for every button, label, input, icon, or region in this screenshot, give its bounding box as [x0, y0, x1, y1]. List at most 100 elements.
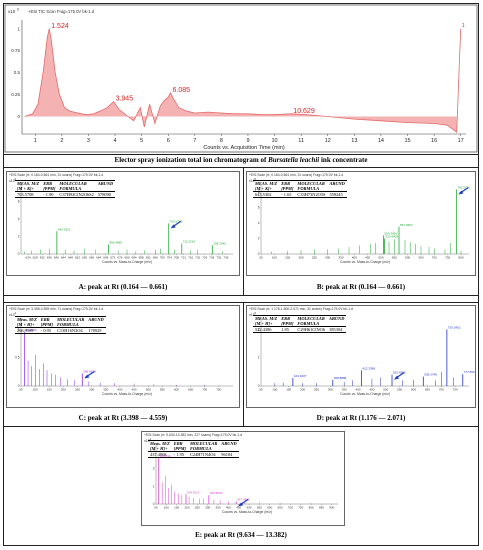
x-tick-label: 100 — [272, 256, 277, 260]
table-cell: [M + K]+ — [15, 186, 42, 192]
column-divider — [243, 302, 244, 426]
y-exponent: 5 — [255, 311, 257, 315]
peak-label: 782.5731 — [457, 185, 470, 189]
x-tick-label: 648 — [68, 256, 73, 260]
y-exponent: 6 — [15, 177, 17, 181]
table-cell: Meas. M/Z — [15, 316, 39, 322]
x-tick-label: 850 — [319, 506, 324, 510]
target-arrow-head — [238, 502, 244, 507]
x-tick-label: 300 — [89, 388, 94, 392]
tic-y-tick-label: 0.75 — [11, 48, 20, 53]
x-tick-label: 750 — [298, 506, 303, 510]
panel-b-caption: B: peak at Rt (0.164 — 0.661) — [316, 283, 406, 291]
separator — [3, 167, 479, 168]
y-multiplier: x10 — [249, 313, 255, 317]
y-exponent: 5 — [255, 177, 257, 181]
x-tick-label: 300 — [325, 256, 330, 260]
table-cell: MOLECULAR — [295, 315, 327, 321]
x-axis-label: Counts vs. Mass-to-Charge (m/z) — [340, 392, 390, 396]
x-tick-label: 100 — [272, 388, 277, 392]
table-cell: 96104 — [219, 451, 239, 458]
tic-x-tick-label: 10 — [272, 138, 278, 144]
y-multiplier: x10 — [249, 179, 255, 183]
table-cell: ABUND — [327, 180, 347, 186]
peak-label: 509.3426 — [384, 231, 397, 235]
x-tick-label: 700 — [160, 256, 165, 260]
x-tick-label: 100 — [164, 506, 169, 510]
x-tick-label: 250 — [312, 256, 317, 260]
table-cell: [PPM] — [279, 186, 296, 192]
peak-label: 308.8886 — [334, 376, 347, 380]
x-tick-label: 700 — [432, 256, 437, 260]
table-cell: MEAS. M/Z — [253, 180, 280, 186]
y-tick-label: 0.5 — [15, 356, 20, 360]
separator — [3, 426, 479, 427]
x-tick-label: 716 — [188, 256, 193, 260]
table-cell: 703.5708 — [15, 191, 42, 198]
tic-y-tick-label: 0 — [17, 114, 20, 119]
x-tick-label: 250 — [75, 388, 80, 392]
peak-label: 412.3398 — [362, 366, 375, 370]
x-tick-label: 624 — [26, 256, 31, 260]
x-tick-label: 600 — [267, 506, 272, 510]
x-tick-label: 350 — [216, 506, 221, 510]
panel-b: +ESI Scan (rt: 0.164-0.661 min, 31 scans… — [246, 171, 476, 276]
y-exponent: 4 — [150, 437, 152, 441]
tic-x-tick-label: 13 — [351, 138, 357, 144]
panel-e-caption: E: peak at Rt (9.634 — 13.382) — [195, 531, 287, 539]
x-tick-label: 200 — [185, 506, 190, 510]
x-tick-label: 200 — [300, 388, 305, 392]
tic-x-tick-label: 1 — [34, 138, 37, 144]
x-tick-label: 672 — [110, 256, 115, 260]
tic-x-tick-label: 3 — [87, 138, 90, 144]
tic-x-tick-label: 5 — [140, 138, 143, 144]
panel-header: +ESI Scan (rt: 0.164-0.661 min, 31 scans… — [249, 173, 344, 177]
tic-x-tick-label: 15 — [404, 138, 410, 144]
x-tick-label: 400 — [352, 256, 357, 260]
x-tick-label: 628 — [33, 256, 38, 260]
x-tick-label: 500 — [247, 506, 252, 510]
column-divider — [243, 167, 244, 295]
panel-d-caption: D: peak at Rt (1.176 — 2.071) — [316, 414, 406, 422]
tic-x-tick-label: 14 — [378, 138, 384, 144]
x-tick-label: 350 — [342, 388, 347, 392]
tic-x-tick-label: 6 — [167, 138, 170, 144]
x-tick-label: 636 — [47, 256, 52, 260]
panel-header: +ESI Scan (rt: 0.164-0.661 min, 31 scans… — [9, 173, 104, 177]
table-cell: FORMULA — [57, 186, 96, 192]
y-tick-label: 0 — [258, 252, 260, 256]
tic-y-tick-label: 0.5 — [14, 70, 21, 75]
table-cell: C24H71N4O4 — [187, 451, 220, 458]
y-tick-label: 1 — [153, 484, 155, 488]
x-tick-label: 640 — [54, 256, 59, 260]
table-cell: [M + H]+ — [148, 446, 172, 452]
table-cell: - 1.90 — [41, 191, 58, 198]
table-cell — [327, 186, 347, 192]
x-tick-label: 696 — [153, 256, 158, 260]
separator — [3, 295, 479, 296]
table-cell: 170929 — [86, 327, 106, 334]
x-tick-label: 300 — [328, 388, 333, 392]
x-tick-label: 450 — [365, 256, 370, 260]
y-tick-label: 0 — [18, 384, 20, 388]
y-tick-label: 2 — [18, 235, 20, 239]
x-axis-label: Counts vs. Mass-to-Charge (m/z) — [102, 260, 152, 264]
table-cell: FORMULA — [54, 322, 87, 328]
x-tick-label: 652 — [75, 256, 80, 260]
x-tick-label: 600 — [405, 256, 410, 260]
x-tick-label: 650 — [425, 388, 430, 392]
table-cell: FORMULA — [295, 186, 328, 192]
table-cell: 266.9169 — [15, 327, 39, 334]
x-tick-label: 400 — [117, 388, 122, 392]
table-cell — [86, 322, 106, 328]
x-tick-label: 800 — [458, 256, 463, 260]
table-cell: MOLECULAR — [295, 180, 328, 186]
table-cell — [327, 321, 347, 327]
x-tick-label: 600 — [411, 388, 416, 392]
table-cell: [M + H]+ — [15, 322, 39, 328]
x-tick-label: 900 — [329, 506, 334, 510]
y-tick-label: 1 — [258, 356, 260, 360]
panel-header: +ESI Scan (rt: 3.398-4.559 min, 71 scans… — [9, 307, 104, 311]
